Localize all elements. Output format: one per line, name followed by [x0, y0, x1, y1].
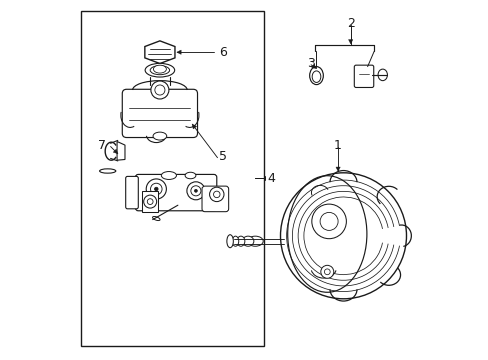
Polygon shape — [177, 50, 181, 54]
Polygon shape — [113, 149, 118, 154]
Ellipse shape — [226, 235, 233, 248]
Circle shape — [146, 179, 166, 199]
Ellipse shape — [145, 63, 174, 77]
Polygon shape — [311, 64, 316, 68]
Polygon shape — [192, 124, 196, 129]
Ellipse shape — [242, 236, 253, 246]
Circle shape — [280, 173, 406, 299]
Circle shape — [143, 195, 156, 208]
Ellipse shape — [247, 236, 263, 246]
Text: 2: 2 — [346, 17, 354, 30]
Ellipse shape — [100, 169, 116, 173]
Ellipse shape — [153, 65, 166, 73]
Ellipse shape — [377, 69, 386, 81]
Ellipse shape — [185, 172, 196, 179]
Ellipse shape — [309, 67, 323, 85]
Circle shape — [151, 81, 168, 99]
Polygon shape — [142, 191, 158, 212]
Circle shape — [186, 182, 204, 200]
Circle shape — [320, 265, 333, 278]
Text: 5: 5 — [219, 150, 226, 163]
Ellipse shape — [150, 66, 169, 75]
Polygon shape — [335, 167, 340, 171]
Circle shape — [194, 189, 197, 192]
Ellipse shape — [232, 236, 238, 246]
Text: 6: 6 — [219, 46, 226, 59]
Ellipse shape — [152, 216, 160, 221]
Ellipse shape — [153, 132, 166, 140]
Polygon shape — [348, 40, 352, 44]
FancyBboxPatch shape — [122, 89, 197, 138]
Polygon shape — [144, 41, 175, 63]
Polygon shape — [117, 141, 125, 160]
FancyBboxPatch shape — [125, 176, 138, 209]
FancyBboxPatch shape — [202, 186, 228, 212]
FancyBboxPatch shape — [135, 175, 216, 211]
Text: 7: 7 — [98, 139, 106, 152]
Ellipse shape — [237, 236, 244, 246]
Ellipse shape — [311, 71, 320, 82]
Circle shape — [209, 187, 224, 202]
Circle shape — [154, 187, 158, 191]
Bar — [81, 11, 264, 346]
Ellipse shape — [161, 171, 176, 180]
Circle shape — [311, 204, 346, 239]
Text: 3: 3 — [306, 57, 314, 69]
FancyBboxPatch shape — [354, 65, 373, 87]
Text: 1: 1 — [333, 139, 341, 152]
Text: 4: 4 — [267, 172, 275, 185]
